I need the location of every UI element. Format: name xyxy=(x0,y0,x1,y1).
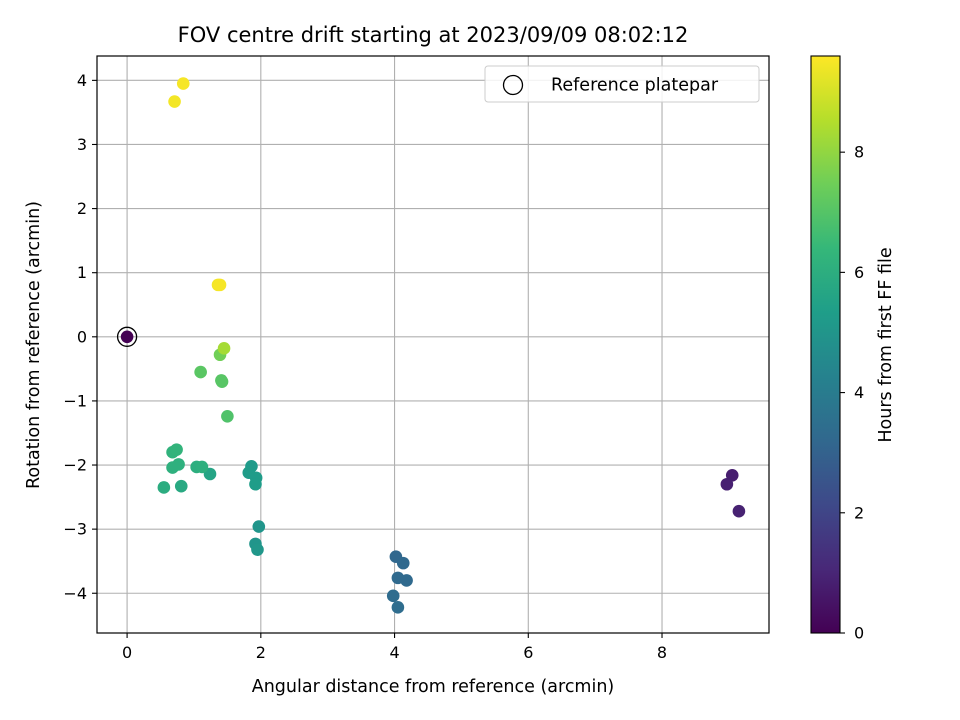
data-point xyxy=(157,481,171,494)
x-tick-label: 6 xyxy=(523,643,533,662)
y-tick-label: −1 xyxy=(63,391,87,410)
legend: Reference platepar xyxy=(484,65,760,103)
data-point xyxy=(249,477,262,491)
colorbar-tick-label: 8 xyxy=(854,143,864,162)
colorbar-tick-label: 6 xyxy=(854,263,864,282)
colorbar-ticks: 0 2 4 6 8 xyxy=(840,143,864,643)
data-point xyxy=(168,95,181,108)
data-point xyxy=(396,556,410,570)
colorbar-tick-label: 0 xyxy=(854,624,864,643)
colorbar-tick-label: 2 xyxy=(854,503,864,522)
data-point xyxy=(174,479,188,493)
colorbar-tick-label: 4 xyxy=(854,383,864,402)
legend-marker-reference xyxy=(502,74,524,96)
data-point xyxy=(251,543,264,556)
grid-lines xyxy=(97,56,769,633)
y-axis-label: Rotation from reference (arcmin) xyxy=(24,201,44,489)
data-point xyxy=(217,342,231,355)
plot-area: 0 2 4 6 8 −4 −3 −2 −1 0 1 2 3 4 xyxy=(63,55,770,662)
x-tick-label: 4 xyxy=(389,643,399,662)
data-point xyxy=(120,330,134,344)
plot-frame xyxy=(96,55,770,634)
data-point xyxy=(720,477,734,491)
x-axis-label: Angular distance from reference (arcmin) xyxy=(252,677,615,697)
data-point xyxy=(194,365,207,379)
data-point xyxy=(221,410,234,423)
legend-label-reference: Reference platepar xyxy=(551,76,719,96)
data-point xyxy=(176,77,190,90)
y-tick-label: 4 xyxy=(77,71,87,90)
x-tick-label: 0 xyxy=(122,643,132,662)
reference-point-marker xyxy=(116,326,138,347)
colorbar-label: Hours from first FF file xyxy=(876,247,896,442)
y-tick-label: 2 xyxy=(77,199,87,218)
data-point xyxy=(170,443,183,456)
legend-box xyxy=(484,65,760,103)
data-point xyxy=(400,574,413,587)
x-tick-label: 8 xyxy=(657,643,667,662)
data-point xyxy=(386,589,400,603)
x-tick-label: 2 xyxy=(256,643,266,662)
y-tick-label: 3 xyxy=(77,135,87,154)
data-point xyxy=(172,458,185,471)
y-tick-label: −2 xyxy=(63,456,87,475)
y-tick-label: 0 xyxy=(77,327,87,346)
data-point xyxy=(195,460,209,474)
colorbar: 0 2 4 6 8 Hours from first FF file xyxy=(810,55,896,643)
data-point xyxy=(391,601,405,614)
chart-title: FOV centre drift starting at 2023/09/09 … xyxy=(178,23,689,47)
data-point xyxy=(213,278,227,292)
data-point xyxy=(215,375,229,388)
data-points xyxy=(116,77,746,614)
y-axis-ticks: −4 −3 −2 −1 0 1 2 3 4 xyxy=(63,71,97,603)
y-tick-label: −3 xyxy=(63,520,87,539)
data-point xyxy=(732,504,746,518)
x-axis-ticks: 0 2 4 6 8 xyxy=(122,633,667,662)
y-tick-label: 1 xyxy=(77,263,87,282)
colorbar-gradient xyxy=(810,55,841,634)
data-point xyxy=(252,520,266,533)
y-tick-label: −4 xyxy=(63,584,87,603)
